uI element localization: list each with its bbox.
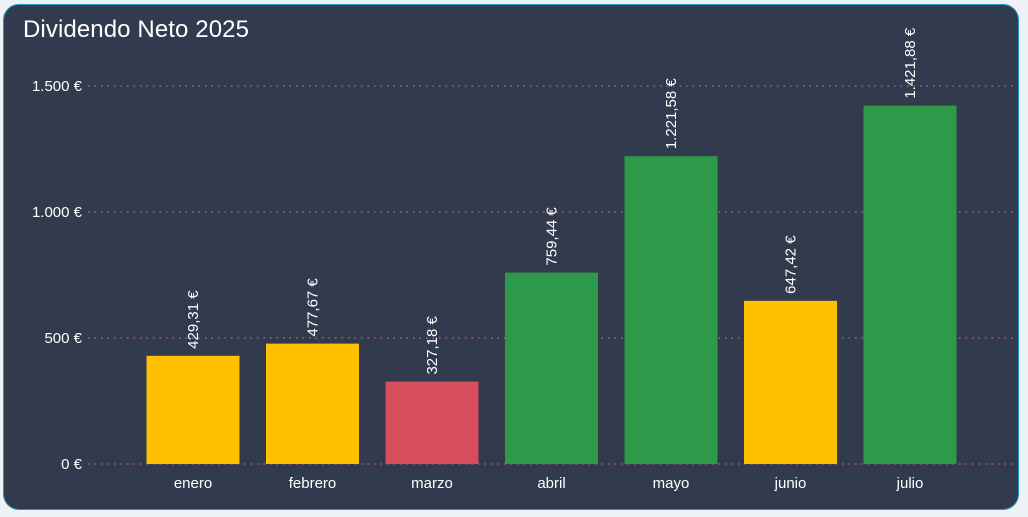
y-tick-label: 0 € <box>61 456 83 473</box>
y-tick-label: 1.000 € <box>32 204 83 221</box>
y-tick-label: 1.500 € <box>32 78 83 95</box>
y-tick-label: 500 € <box>44 330 82 347</box>
chart-card: Dividendo Neto 2025 0 € 500 € 1.000 € 1.500… <box>3 4 1019 510</box>
x-tick-label: julio <box>896 475 924 492</box>
bar-febrero <box>266 343 359 464</box>
data-label: 477,67 € <box>305 278 322 337</box>
data-label: 647,42 € <box>783 235 800 294</box>
x-tick-label: enero <box>174 475 212 492</box>
data-label: 429,31 € <box>185 290 202 349</box>
x-tick-label: mayo <box>653 475 690 492</box>
x-tick-label: junio <box>774 475 807 492</box>
chart-title: Dividendo Neto 2025 <box>23 16 250 43</box>
bar-marzo <box>385 381 479 464</box>
data-label: 327,18 € <box>424 316 441 375</box>
bar-chart: 0 € 500 € 1.000 € 1.500 € enero 429,31 € febre… <box>32 27 1015 492</box>
data-label: 759,44 € <box>544 207 561 266</box>
x-tick-label: abril <box>537 475 565 492</box>
x-tick-label: marzo <box>411 475 453 492</box>
bar-abril <box>505 272 598 464</box>
data-label: 1.221,58 € <box>663 78 680 150</box>
bar-junio <box>744 300 837 464</box>
bar-julio <box>863 105 957 464</box>
bar-enero <box>146 355 240 464</box>
bar-mayo <box>624 156 718 464</box>
data-label: 1.421,88 € <box>902 27 919 99</box>
x-tick-label: febrero <box>289 475 337 492</box>
